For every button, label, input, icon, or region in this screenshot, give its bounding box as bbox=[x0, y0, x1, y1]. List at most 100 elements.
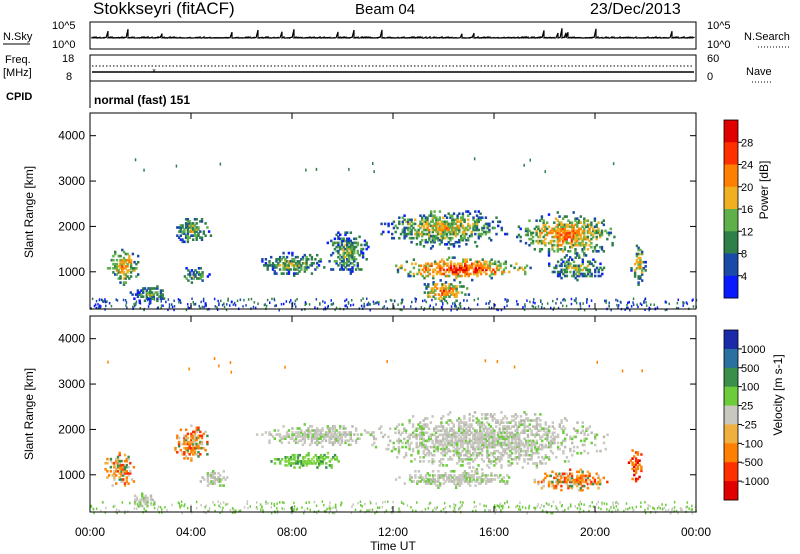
heatmap-cell bbox=[489, 509, 491, 512]
heatmap-cell bbox=[570, 245, 574, 249]
heatmap-cell bbox=[529, 158, 531, 162]
heatmap-cell bbox=[337, 245, 340, 249]
heatmap-cell bbox=[179, 238, 182, 241]
heatmap-cell bbox=[200, 503, 202, 507]
heatmap-cell bbox=[510, 441, 514, 445]
heatmap-cell bbox=[595, 237, 598, 241]
heatmap-cell bbox=[186, 506, 189, 510]
heatmap-cell bbox=[316, 456, 319, 459]
heatmap-cell bbox=[412, 222, 415, 226]
colorbar-tick-label: 16 bbox=[741, 204, 753, 216]
heatmap-cell bbox=[454, 228, 457, 232]
heatmap-cell bbox=[439, 272, 442, 276]
heatmap-cell bbox=[467, 480, 470, 483]
heatmap-cell bbox=[434, 427, 438, 430]
heatmap-cell bbox=[431, 214, 434, 217]
heatmap-cell bbox=[397, 431, 401, 435]
heatmap-cell bbox=[561, 241, 565, 245]
heatmap-cell bbox=[461, 474, 465, 477]
heatmap-cell bbox=[421, 268, 424, 272]
heatmap-cell bbox=[491, 433, 494, 437]
heatmap-cell bbox=[408, 226, 412, 230]
heatmap-cell bbox=[599, 482, 602, 486]
heatmap-cell bbox=[474, 470, 477, 473]
heatmap-cell bbox=[372, 431, 375, 434]
heatmap-cell bbox=[502, 441, 505, 445]
heatmap-cell bbox=[680, 508, 682, 511]
heatmap-cell bbox=[116, 457, 120, 461]
heatmap-cell bbox=[631, 467, 634, 471]
heatmap-cell bbox=[177, 436, 181, 440]
heatmap-cell bbox=[572, 237, 575, 241]
heatmap-cell bbox=[640, 465, 643, 469]
heatmap-cell bbox=[456, 308, 458, 311]
heatmap-cell bbox=[428, 306, 431, 310]
heatmap-cell bbox=[565, 274, 569, 278]
heatmap-cell bbox=[356, 433, 359, 436]
heatmap-cell bbox=[490, 262, 493, 266]
heatmap-cell bbox=[419, 480, 422, 483]
heatmap-cell bbox=[530, 419, 533, 422]
heatmap-cell bbox=[295, 305, 297, 308]
heatmap-cell bbox=[325, 462, 328, 465]
heatmap-cell bbox=[631, 449, 634, 452]
heatmap-cell bbox=[487, 460, 491, 463]
heatmap-cell bbox=[160, 300, 162, 303]
heatmap-cell bbox=[307, 462, 310, 465]
heatmap-cell bbox=[321, 456, 324, 459]
heatmap-cell bbox=[406, 435, 409, 439]
heatmap-cell bbox=[509, 445, 512, 449]
heatmap-cell bbox=[349, 262, 352, 265]
heatmap-cell bbox=[298, 466, 301, 469]
heatmap-cell bbox=[351, 255, 354, 259]
heatmap-cell bbox=[146, 500, 149, 504]
heatmap-cell bbox=[476, 478, 479, 481]
heatmap-cell bbox=[431, 439, 434, 443]
heatmap-cell bbox=[457, 447, 461, 451]
heatmap-cell bbox=[421, 274, 424, 278]
heatmap-cell bbox=[553, 435, 556, 439]
heatmap-cell bbox=[569, 437, 572, 441]
heatmap-cell bbox=[498, 220, 502, 224]
heatmap-cell bbox=[551, 245, 554, 249]
heatmap-cell bbox=[354, 508, 357, 511]
heatmap-cell bbox=[463, 435, 466, 439]
heatmap-cell bbox=[479, 445, 482, 449]
heatmap-cell bbox=[442, 443, 445, 447]
colorbar-swatch bbox=[724, 462, 738, 482]
colorbar-tick-label: -1000 bbox=[741, 476, 769, 488]
heatmap-cell bbox=[528, 439, 531, 443]
heatmap-cell bbox=[461, 236, 465, 240]
heatmap-cell bbox=[507, 456, 510, 459]
heatmap-cell bbox=[478, 266, 481, 270]
heatmap-cell bbox=[516, 433, 519, 437]
heatmap-cell bbox=[440, 474, 444, 477]
heatmap-cell bbox=[220, 299, 222, 303]
heatmap-cell bbox=[486, 447, 489, 451]
heatmap-cell bbox=[356, 266, 359, 269]
heatmap-cell bbox=[530, 433, 533, 437]
heatmap-cell bbox=[421, 230, 424, 234]
heatmap-cell bbox=[428, 228, 431, 232]
heatmap-cell bbox=[445, 243, 449, 246]
heatmap-cell bbox=[218, 303, 220, 307]
heatmap-cell bbox=[581, 443, 584, 447]
heatmap-cell bbox=[455, 305, 458, 308]
heatmap-cell bbox=[330, 268, 333, 271]
heatmap-cell bbox=[118, 451, 121, 455]
heatmap-cell bbox=[542, 429, 546, 432]
heatmap-cell bbox=[552, 308, 554, 311]
heatmap-cell bbox=[588, 425, 592, 428]
heatmap-cell bbox=[569, 245, 572, 249]
heatmap-cell bbox=[588, 304, 591, 308]
heatmap-cell bbox=[456, 435, 459, 439]
heatmap-cell bbox=[538, 235, 542, 239]
heatmap-cell bbox=[190, 222, 193, 225]
heatmap-cell bbox=[556, 435, 560, 439]
heatmap-cell bbox=[488, 236, 491, 240]
heatmap-cell bbox=[116, 511, 119, 515]
heatmap-cell bbox=[115, 269, 119, 272]
heatmap-cell bbox=[333, 241, 337, 245]
heatmap-cell bbox=[187, 269, 190, 272]
heatmap-cell bbox=[595, 243, 598, 247]
